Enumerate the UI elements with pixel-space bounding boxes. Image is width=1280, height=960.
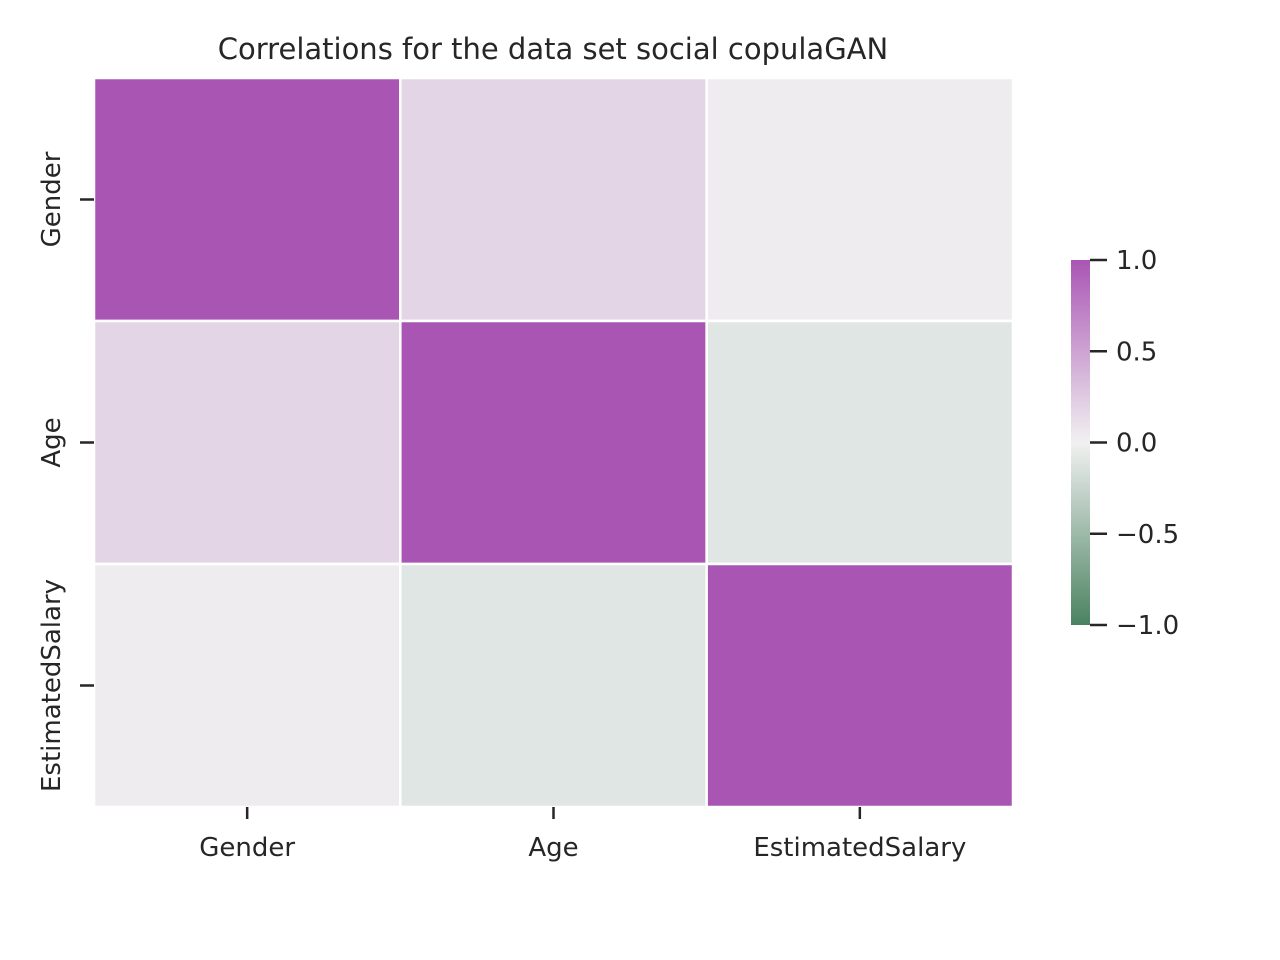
chart-title: Correlations for the data set social cop… [218,32,888,66]
x-tick-label: Gender [199,833,295,863]
colorbar-tick-label: −0.5 [1116,520,1179,550]
x-tick-label: EstimatedSalary [753,833,966,863]
heatmap-cells [92,76,1015,809]
heatmap-cell [399,562,708,809]
colorbar: 1.0 0.5 0.0 −0.5 −1.0 [1071,246,1179,641]
colorbar-tick-label: 1.0 [1116,246,1157,276]
colorbar-gradient [1071,260,1090,625]
heatmap-cell [92,562,402,809]
y-tick-label: Age [37,417,67,467]
x-tick-label: Age [528,833,578,863]
colorbar-tick-label: −1.0 [1116,611,1179,641]
colorbar-tick-label: 0.5 [1116,337,1157,367]
heatmap-cell [705,76,1015,323]
heatmap-cell [705,562,1015,809]
heatmap-cell [92,76,402,323]
colorbar-ticks: 1.0 0.5 0.0 −0.5 −1.0 [1090,246,1179,641]
heatmap-cell [399,76,708,323]
heatmap-cell [92,319,402,566]
y-axis: Gender Age EstimatedSalary [37,151,94,792]
colorbar-tick-label: 0.0 [1116,429,1157,459]
x-axis: Gender Age EstimatedSalary [199,807,966,863]
heatmap-cell [705,319,1015,566]
y-tick-label: Gender [37,151,67,247]
y-tick-label: EstimatedSalary [37,579,67,792]
heatmap-cell [399,319,708,566]
